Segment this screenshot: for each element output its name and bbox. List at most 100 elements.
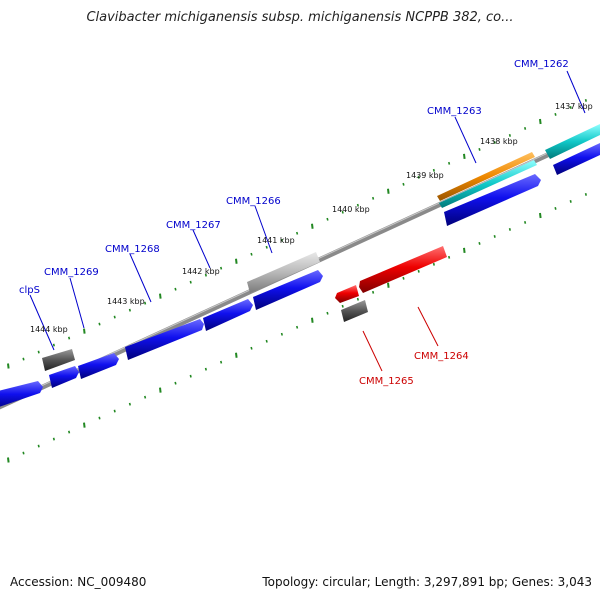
forward-tick — [159, 293, 162, 299]
forward-tick — [7, 363, 10, 369]
kbp-label-1444: 1444 kbp — [30, 325, 68, 334]
reverse-tick — [387, 282, 390, 288]
gene-label-cmm1266[interactable]: CMM_1266 — [226, 196, 281, 207]
label-leaders — [29, 70, 586, 372]
reverse-tick — [493, 235, 496, 238]
gene-label-cmm1263[interactable]: CMM_1263 — [427, 106, 482, 117]
reverse-tick — [402, 276, 405, 280]
forward-tick — [417, 175, 420, 179]
map-title: Clavibacter michiganensis subsp. michiga… — [86, 10, 514, 25]
reverse-tick — [220, 360, 223, 364]
gene-label-cmm1264[interactable]: CMM_1264 — [414, 351, 469, 362]
reverse-tick — [432, 262, 435, 266]
kbp-label-1440: 1440 kbp — [332, 205, 370, 214]
forward-tick — [402, 182, 405, 186]
forward-tick — [265, 245, 268, 249]
gene-arrow-cmm1268[interactable] — [125, 319, 204, 360]
forward-tick — [68, 336, 71, 340]
gene-arrow-cmm1267[interactable] — [203, 299, 253, 331]
forward-tick — [52, 343, 55, 347]
gene-arrow-cmm1264[interactable] — [359, 246, 447, 293]
reverse-tick — [68, 430, 71, 434]
reverse-tick — [189, 374, 192, 378]
reverse-tick — [52, 437, 55, 441]
gene-arrow-left-edge[interactable] — [0, 381, 43, 410]
forward-tick — [356, 203, 359, 207]
forward-tick — [463, 153, 466, 160]
reverse-tick — [235, 352, 238, 358]
forward-tick-track — [7, 99, 587, 369]
kbp-label-1442: 1442 kbp — [182, 267, 220, 276]
kbp-label-1443: 1443 kbp — [107, 297, 145, 306]
gene-label-cmm1269[interactable]: CMM_1269 — [44, 267, 99, 278]
forward-tick — [524, 127, 527, 130]
forward-tick — [128, 308, 131, 312]
reverse-tick — [341, 304, 344, 308]
reverse-tick — [128, 402, 131, 406]
forward-tick — [478, 148, 481, 151]
forward-tick — [250, 252, 253, 256]
forward-tick — [448, 161, 451, 165]
reverse-tick — [554, 207, 557, 210]
gene-label-cmm1267[interactable]: CMM_1267 — [166, 220, 221, 231]
reverse-tick — [417, 269, 420, 273]
reverse-tick — [311, 317, 314, 323]
gene-label-cmm1262[interactable]: CMM_1262 — [514, 59, 569, 70]
gene-label-clps[interactable]: clpS — [19, 285, 40, 296]
forward-tick — [311, 223, 314, 229]
forward-tick — [554, 113, 557, 116]
forward-tick — [144, 301, 147, 305]
reverse-tick — [448, 255, 451, 259]
reverse-tick — [296, 325, 299, 329]
forward-tick — [204, 273, 207, 277]
gene-arrow-cmm1266[interactable] — [247, 252, 320, 293]
forward-tick — [113, 315, 116, 319]
kbp-label-1441: 1441 kbp — [257, 236, 295, 245]
reverse-tick — [524, 221, 527, 224]
reverse-tick — [280, 332, 283, 336]
reverse-tick — [478, 242, 481, 245]
forward-tick — [326, 217, 329, 221]
reverse-tick — [83, 422, 86, 428]
gene-arrow-cmm1269[interactable] — [78, 353, 119, 379]
forward-tick — [432, 168, 435, 172]
gene-arrow-cmm1266b[interactable] — [253, 270, 323, 310]
reverse-tick — [159, 387, 162, 393]
gene-arrow-clps[interactable] — [42, 349, 79, 388]
genome-summary: Topology: circular; Length: 3,297,891 bp… — [262, 575, 592, 589]
forward-tick — [387, 188, 390, 194]
forward-tick — [235, 258, 238, 264]
forward-tick — [508, 134, 511, 137]
reverse-tick — [584, 193, 587, 196]
reverse-tick — [326, 311, 329, 315]
forward-tick — [189, 280, 192, 284]
gene-label-cmm1265[interactable]: CMM_1265 — [359, 376, 414, 387]
forward-tick — [280, 238, 283, 242]
gene-arrow-cmm1264b[interactable] — [335, 285, 359, 303]
reverse-tick — [113, 409, 116, 413]
forward-tick — [98, 322, 101, 326]
forward-tick — [372, 196, 375, 200]
forward-tick — [22, 357, 25, 361]
reverse-tick — [144, 395, 147, 399]
reverse-tick — [569, 200, 572, 203]
reverse-tick — [508, 228, 511, 231]
reverse-tick — [174, 381, 177, 385]
reverse-tick — [22, 451, 25, 455]
reverse-tick — [204, 367, 207, 371]
gene-arrow-cmm1263[interactable] — [437, 152, 541, 226]
forward-tick — [341, 210, 344, 214]
gene-arrow-cmm1265[interactable] — [341, 300, 368, 322]
reverse-tick — [372, 290, 375, 294]
kbp-label-1439: 1439 kbp — [406, 171, 444, 180]
forward-tick — [83, 328, 86, 334]
forward-tick — [174, 287, 177, 291]
reverse-tick — [7, 457, 10, 463]
forward-tick — [296, 231, 299, 235]
gene-arrow-cmm1262[interactable] — [545, 124, 600, 175]
forward-tick — [539, 118, 542, 125]
forward-tick — [493, 141, 496, 144]
forward-tick — [220, 266, 223, 270]
gene-label-cmm1268[interactable]: CMM_1268 — [105, 244, 160, 255]
